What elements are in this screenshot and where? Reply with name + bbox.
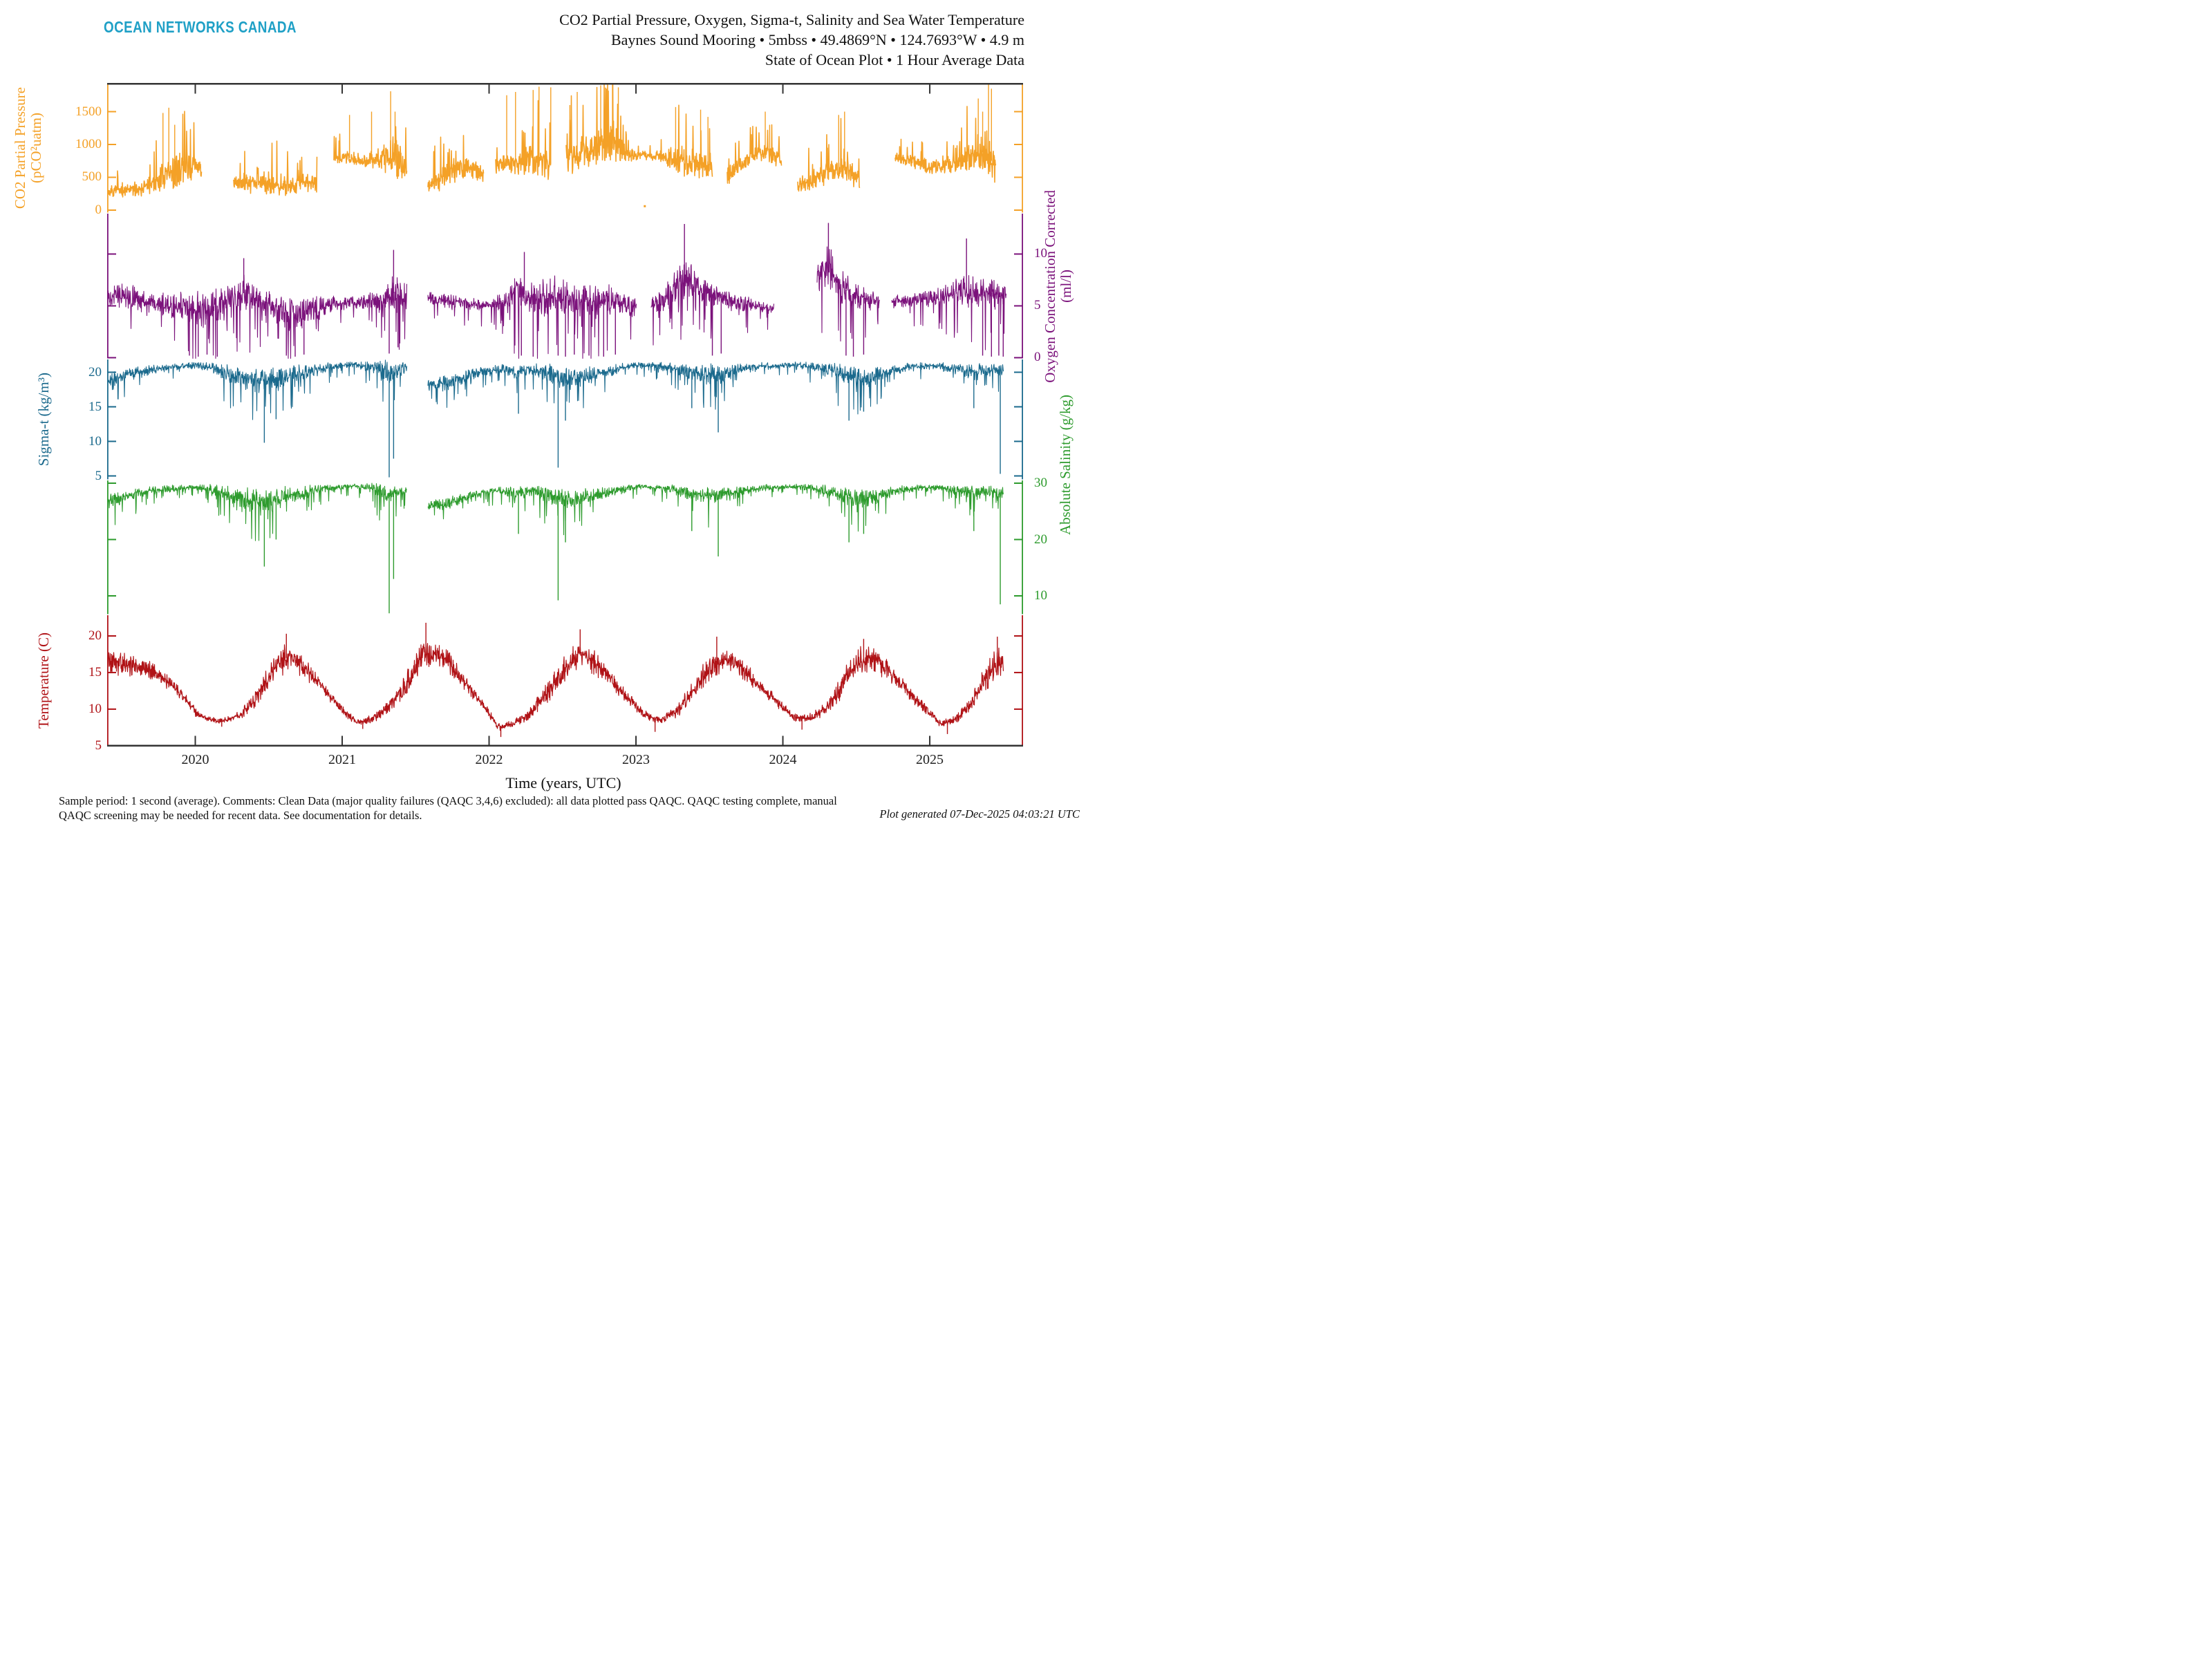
ytick-temperature-20: 20 [88,628,102,643]
ytick-salinity-20: 20 [1034,532,1047,547]
footer-comments: Sample period: 1 second (average). Comme… [59,794,837,823]
generated-timestamp: Plot generated 07-Dec-2025 04:03:21 UTC [879,807,1080,821]
ytick-co2-1000: 1000 [75,137,102,151]
ytick-sigma-t-10: 10 [88,433,102,449]
title-line-2: Baynes Sound Mooring • 5mbss • 49.4869°N… [610,31,1024,48]
ytick-co2-1500: 1500 [75,104,102,119]
ytick-temperature-15: 15 [88,664,102,679]
ytick-oxygen-5: 5 [1034,298,1041,313]
title-line-3: State of Ocean Plot • 1 Hour Average Dat… [765,51,1024,68]
title-line-1: CO2 Partial Pressure, Oxygen, Sigma-t, S… [559,11,1024,28]
footer-line-2: QAQC screening may be needed for recent … [59,809,422,822]
ytick-co2-0: 0 [95,202,102,217]
xtick-2024: 2024 [769,752,797,767]
ytick-sigma-t-20: 20 [88,364,102,379]
ytick-salinity-30: 30 [1034,475,1047,490]
salinity-axis-label-text: Absolute Salinity (g/kg) [1057,394,1074,535]
xtick-2022: 2022 [475,752,503,767]
xtick-2023: 2023 [622,752,650,767]
figure: OCEAN NETWORKS CANADA CO2 Partial Pressu… [0,0,1106,830]
ytick-co2-500: 500 [82,169,102,185]
ytick-oxygen-10: 10 [1034,246,1047,261]
ytick-temperature-5: 5 [95,738,102,753]
plot-title: CO2 Partial Pressure, Oxygen, Sigma-t, S… [559,10,1024,70]
ytick-temperature-10: 10 [88,701,102,716]
xtick-2021: 2021 [328,752,357,767]
x-axis-title: Time (years, UTC) [505,774,621,791]
sigma-t-axis-label-text: Sigma-t (kg/m³) [35,373,52,467]
ytick-salinity-10: 10 [1034,588,1047,603]
oxygen-axis-label: Oxygen Concentration Corrected (ml/l) [1042,190,1074,383]
xtick-2020: 2020 [181,752,209,767]
salinity-axis-label: Absolute Salinity (g/kg) [1057,394,1074,535]
timeseries-chart [107,83,1023,747]
xtick-2025: 2025 [916,752,944,767]
ytick-sigma-t-15: 15 [88,399,102,414]
onc-logo: OCEAN NETWORKS CANADA [104,18,297,36]
footer-line-1: Sample period: 1 second (average). Comme… [59,794,837,807]
ytick-sigma-t-5: 5 [95,468,102,483]
ytick-oxygen-0: 0 [1034,350,1041,365]
